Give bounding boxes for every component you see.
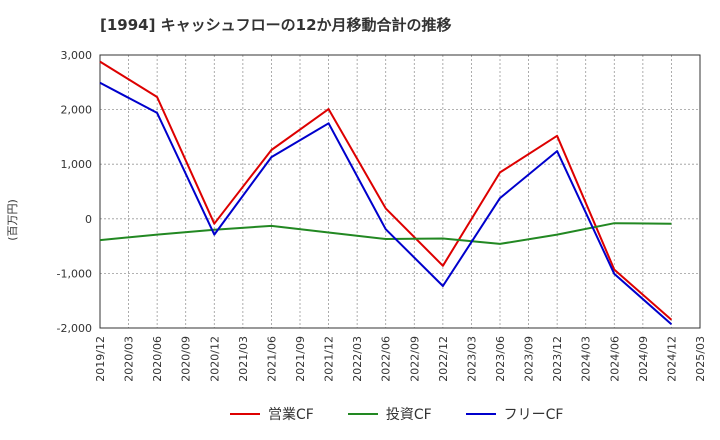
legend-swatch-investing-cf — [347, 413, 378, 415]
x-tick-label: 2019/12 — [94, 336, 107, 382]
series-line-free-cf — [99, 81, 673, 325]
x-tick-label: 2021/06 — [265, 336, 278, 382]
legend-swatch-free-cf — [465, 413, 496, 415]
x-tick-label: 2022/12 — [437, 336, 450, 382]
x-tick-label: 2024/09 — [637, 336, 650, 382]
legend-swatch-operating-cf — [230, 413, 260, 415]
y-tick-label: 1,000 — [61, 158, 93, 171]
x-tick-label: 2020/12 — [208, 336, 221, 382]
x-tick-label: 2022/06 — [380, 336, 393, 382]
x-tick-label: 2023/12 — [551, 336, 564, 382]
y-tick-label: 3,000 — [61, 49, 93, 62]
y-tick-labels: 3,000 2,000 1,000 0 -1,000 -2,000 — [57, 49, 92, 335]
y-tick-label: 2,000 — [61, 104, 93, 117]
x-tick-label: 2023/03 — [465, 336, 478, 382]
x-tick-label: 2023/06 — [494, 336, 507, 382]
y-tick-label: 0 — [85, 213, 92, 226]
series-line-operating-cf — [99, 60, 673, 321]
y-tick-label: -1,000 — [57, 267, 92, 280]
plot-frame — [99, 54, 701, 329]
legend-item-operating-cf: 営業CF — [230, 404, 314, 424]
series-line-investing-cf — [99, 222, 672, 245]
x-tick-labels: 2019/12 2020/03 2020/06 2020/09 2020/12 2021/… — [94, 336, 707, 382]
x-tick-label: 2020/09 — [180, 336, 193, 382]
x-tick-label: 2024/06 — [608, 336, 621, 382]
axes — [99, 54, 701, 329]
x-tick-label: 2022/03 — [351, 336, 364, 382]
chart-title: [1994] キャッシュフローの12か月移動合計の推移 — [100, 16, 452, 34]
x-tick-label: 2020/06 — [151, 336, 164, 382]
legend-label-operating-cf: 営業CF — [268, 407, 314, 423]
x-tick-label: 2021/09 — [294, 336, 307, 382]
x-tick-label: 2022/09 — [408, 336, 421, 382]
x-tick-label: 2023/09 — [523, 336, 536, 382]
legend-item-free-cf: フリーCF — [465, 404, 564, 424]
grid-lines — [99, 54, 701, 329]
legend-label-free-cf: フリーCF — [503, 407, 564, 423]
legend: 営業CF 投資CF フリーCF — [230, 404, 563, 424]
x-tick-label: 2025/03 — [694, 336, 707, 382]
x-tick-label: 2021/03 — [237, 336, 250, 382]
x-tick-label: 2020/03 — [123, 336, 136, 382]
x-tick-label: 2024/12 — [665, 336, 678, 382]
x-tick-label: 2021/12 — [323, 336, 336, 382]
x-tick-label: 2024/03 — [580, 336, 593, 382]
y-tick-label: -2,000 — [57, 322, 92, 335]
legend-item-investing-cf: 投資CF — [347, 404, 432, 424]
legend-label-investing-cf: 投資CF — [385, 407, 432, 423]
series-lines — [99, 60, 673, 325]
